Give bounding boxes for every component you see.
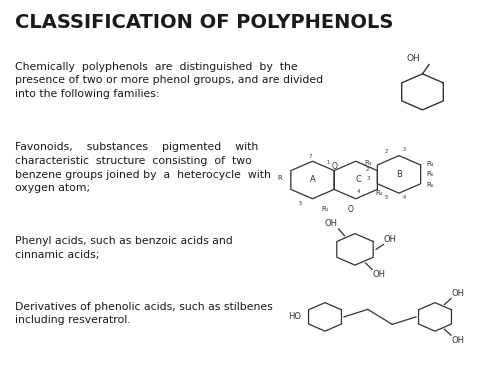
Text: Phenyl acids, such as benzoic acids and
cinnamic acids;: Phenyl acids, such as benzoic acids and … xyxy=(15,236,233,260)
Text: A: A xyxy=(310,176,316,184)
Text: B: B xyxy=(396,170,402,179)
Text: 2': 2' xyxy=(384,149,389,154)
Text: Chemically  polyphenols  are  distinguished  by  the
presence of two or more phe: Chemically polyphenols are distinguished… xyxy=(15,62,323,99)
Text: R₄: R₄ xyxy=(426,161,434,167)
Text: O: O xyxy=(348,206,354,214)
Text: HO: HO xyxy=(288,312,301,321)
Text: 5: 5 xyxy=(298,201,302,206)
Text: R₆: R₆ xyxy=(426,182,434,188)
Text: 2: 2 xyxy=(365,167,369,172)
Text: R₆: R₆ xyxy=(426,171,434,177)
Text: OH: OH xyxy=(384,235,397,244)
Text: 4: 4 xyxy=(356,189,360,194)
Text: OH: OH xyxy=(452,289,464,298)
Text: OH: OH xyxy=(452,336,464,345)
Text: OH: OH xyxy=(372,270,386,279)
Text: OH: OH xyxy=(325,219,338,228)
Text: 4': 4' xyxy=(403,195,407,200)
Text: C: C xyxy=(356,176,361,184)
Text: 3: 3 xyxy=(367,176,370,181)
Text: 1: 1 xyxy=(326,160,329,165)
Text: CLASSIFICATION OF POLYPHENOLS: CLASSIFICATION OF POLYPHENOLS xyxy=(15,13,394,32)
Text: R₁: R₁ xyxy=(321,206,329,212)
Text: R₂: R₂ xyxy=(376,190,384,196)
Text: R₃: R₃ xyxy=(364,160,372,166)
Text: 5': 5' xyxy=(384,195,389,200)
Text: 7: 7 xyxy=(308,154,312,159)
Text: 3': 3' xyxy=(403,147,407,152)
Text: O: O xyxy=(331,162,337,171)
Text: OH: OH xyxy=(406,54,420,63)
Text: Derivatives of phenolic acids, such as stilbenes
including resveratrol.: Derivatives of phenolic acids, such as s… xyxy=(15,302,273,326)
Text: R: R xyxy=(278,175,282,181)
Text: Favonoids,    substances    pigmented    with
characteristic  structure  consist: Favonoids, substances pigmented with cha… xyxy=(15,142,271,193)
